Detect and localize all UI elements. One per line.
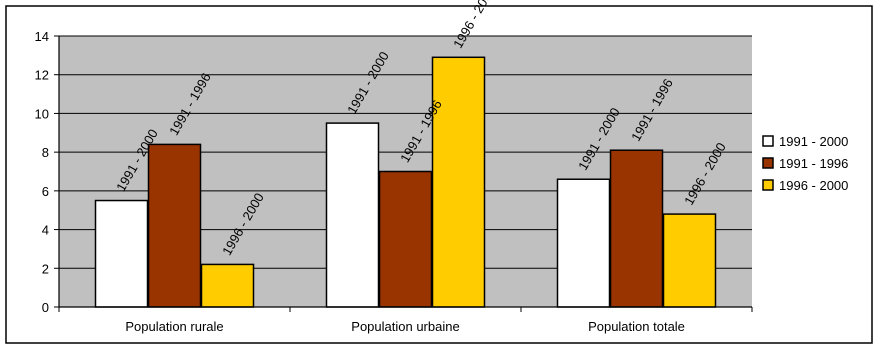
legend-label: 1996 - 2000 [779,178,848,193]
bar-population-rurale-1991-1996 [147,143,202,308]
bar-population-totale-1991-2000 [556,178,611,308]
y-tick-label: 10 [35,106,49,121]
legend-swatch [762,135,774,147]
bar-population-totale-1991-1996 [609,149,664,308]
bar-population-urbaine-1996-2000 [431,56,486,308]
y-tick-label: 6 [42,184,49,199]
category-label: Population totale [588,319,685,334]
y-tick-label: 8 [42,145,49,160]
y-tick-label: 4 [42,223,49,238]
legend-swatch [762,157,774,169]
axes: 0 2 4 6 8 10 12 14 Population rurale Population u… [35,29,753,334]
legend: 1991 - 2000 1991 - 1996 1996 - 2000 [762,134,848,193]
y-tick-label: 2 [42,261,49,276]
bar-population-totale-1996-2000 [662,213,717,308]
legend-label: 1991 - 1996 [779,156,848,171]
legend-swatch [762,179,774,191]
bar-population-urbaine-1991-1996 [378,170,433,308]
bar-population-rurale-1996-2000 [200,263,255,308]
bar-population-urbaine-1991-2000 [325,122,380,308]
y-tick-label: 0 [42,300,49,315]
y-tick-label: 12 [35,68,49,83]
category-label: Population rurale [125,319,223,334]
bar-population-rurale-1991-2000 [94,199,149,308]
y-tick-label: 14 [35,29,49,44]
legend-label: 1991 - 2000 [779,134,848,149]
category-label: Population urbaine [351,319,459,334]
